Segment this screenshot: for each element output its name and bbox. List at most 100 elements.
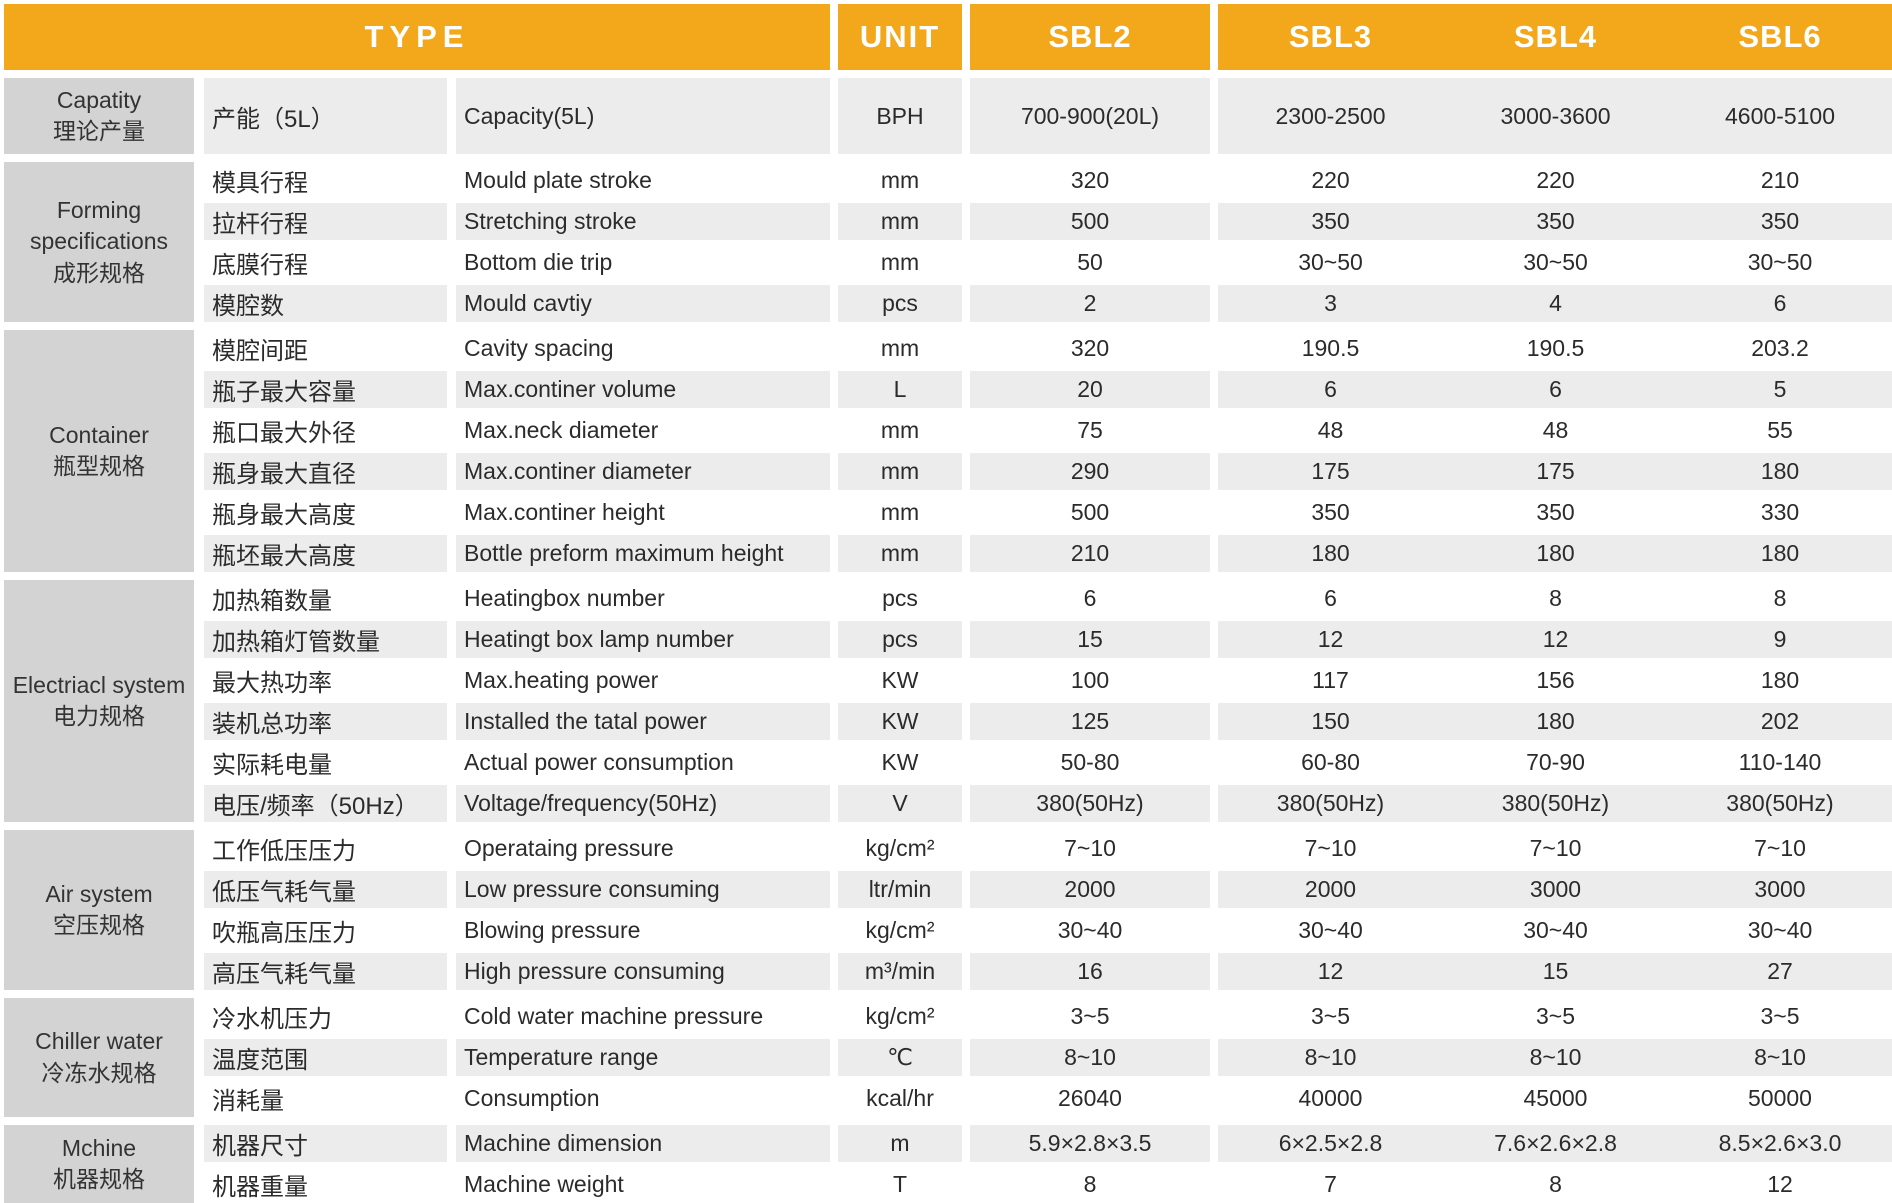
value-sbl3: 30~50 <box>1218 244 1443 281</box>
value-sbl6: 6 <box>1668 285 1892 322</box>
value-sbl4: 190.5 <box>1443 330 1668 367</box>
value-sbl3: 12 <box>1218 953 1443 990</box>
models-header-group: SBL3 SBL4 SBL6 <box>1218 4 1892 70</box>
value-sbl4: 45000 <box>1443 1080 1668 1117</box>
value-sbl2: 5.9×2.8×3.5 <box>970 1125 1218 1162</box>
value-sbl4: 8~10 <box>1443 1039 1668 1076</box>
spec-unit: mm <box>838 453 970 490</box>
spec-name-en: Heatingbox number <box>456 580 838 617</box>
type-header-label: TYPE <box>364 19 470 54</box>
value-sbl4: 156 <box>1443 662 1668 699</box>
model-header-sbl4: SBL4 <box>1443 4 1668 70</box>
value-sbl6: 5 <box>1668 371 1892 408</box>
value-sbl3: 150 <box>1218 703 1443 740</box>
category-label-en: Air system <box>45 880 153 907</box>
model-header-sbl3-label: SBL3 <box>1288 19 1373 54</box>
spec-name-cn: 加热箱数量 <box>204 580 456 617</box>
value-sbl2: 50-80 <box>970 744 1218 781</box>
spec-unit: V <box>838 785 970 822</box>
spec-name-cn: 温度范围 <box>204 1039 456 1076</box>
spec-name-en: Machine weight <box>456 1166 838 1203</box>
spec-name-en: Max.neck diameter <box>456 412 838 449</box>
spec-name-en: Stretching stroke <box>456 203 838 240</box>
spec-name-cn: 加热箱灯管数量 <box>204 621 456 658</box>
value-sbl6: 9 <box>1668 621 1892 658</box>
spec-unit: kg/cm² <box>838 830 970 867</box>
spec-name-cn: 模腔数 <box>204 285 456 322</box>
value-sbl4: 8 <box>1443 580 1668 617</box>
value-sbl2: 6 <box>970 580 1218 617</box>
spec-name-cn: 电压/频率（50Hz） <box>204 785 456 822</box>
spec-name-cn: 瓶口最大外径 <box>204 412 456 449</box>
value-sbl4: 7~10 <box>1443 830 1668 867</box>
spec-name-cn: 模腔间距 <box>204 330 456 367</box>
value-sbl2: 380(50Hz) <box>970 785 1218 822</box>
spec-name-cn: 瓶子最大容量 <box>204 371 456 408</box>
value-sbl6: 3~5 <box>1668 998 1892 1035</box>
category-label-en: Capatity <box>56 86 142 113</box>
category-label-cn: 冷冻水规格 <box>41 1059 157 1086</box>
spec-name-cn: 机器重量 <box>204 1166 456 1203</box>
category-label-en: Electriacl system <box>12 671 186 698</box>
spec-unit: L <box>838 371 970 408</box>
value-sbl2: 125 <box>970 703 1218 740</box>
value-sbl4: 180 <box>1443 535 1668 572</box>
value-sbl4: 3000-3600 <box>1443 78 1668 154</box>
spec-group-6: Mchine 机器规格 机器尺寸 Machine dimension m 5.9×2.8×… <box>4 1125 1892 1203</box>
spec-name-en: Bottom die trip <box>456 244 838 281</box>
category-label-cn: 空压规格 <box>53 912 145 938</box>
value-sbl6: 180 <box>1668 535 1892 572</box>
value-sbl3: 6 <box>1218 580 1443 617</box>
value-sbl6: 180 <box>1668 662 1892 699</box>
spec-group-2: Container 瓶型规格 模腔间距 Cavity spacing mm 320 190.… <box>4 330 1892 572</box>
spec-name-en: Consumption <box>456 1080 838 1117</box>
spec-name-en: Blowing pressure <box>456 912 838 949</box>
spec-unit: ℃ <box>838 1039 970 1076</box>
spec-name-cn: 产能（5L） <box>204 78 456 154</box>
value-sbl3: 180 <box>1218 535 1443 572</box>
category-label-en: Chiller water <box>35 1028 163 1055</box>
value-sbl3: 117 <box>1218 662 1443 699</box>
value-sbl6: 3000 <box>1668 871 1892 908</box>
spec-name-en: Max.heating power <box>456 662 838 699</box>
spec-name-en: Actual power consumption <box>456 744 838 781</box>
spec-unit: pcs <box>838 580 970 617</box>
value-sbl2: 75 <box>970 412 1218 449</box>
value-sbl3: 3 <box>1218 285 1443 322</box>
value-sbl2: 7~10 <box>970 830 1218 867</box>
value-sbl3: 2000 <box>1218 871 1443 908</box>
value-sbl3: 3~5 <box>1218 998 1443 1035</box>
spec-name-en: Mould plate stroke <box>456 162 838 199</box>
value-sbl6: 203.2 <box>1668 330 1892 367</box>
spec-name-cn: 最大热功率 <box>204 662 456 699</box>
spec-unit: BPH <box>838 78 970 154</box>
value-sbl2: 290 <box>970 453 1218 490</box>
spec-name-en: Installed the tatal power <box>456 703 838 740</box>
spec-unit: mm <box>838 494 970 531</box>
value-sbl3: 350 <box>1218 203 1443 240</box>
spec-unit: ltr/min <box>838 871 970 908</box>
value-sbl6: 180 <box>1668 453 1892 490</box>
spec-name-en: Cold water machine pressure <box>456 998 838 1035</box>
spec-group-1: Forming specifications 成形规格 模具行程 Mould plat… <box>4 162 1892 322</box>
model-header-sbl2: SBL2 <box>970 4 1218 70</box>
category-cell: Electriacl system 电力规格 <box>4 580 204 822</box>
spec-name-cn: 冷水机压力 <box>204 998 456 1035</box>
spec-group-5: Chiller water 冷冻水规格 冷水机压力 Cold water machin… <box>4 998 1892 1117</box>
value-sbl3: 12 <box>1218 621 1443 658</box>
value-sbl3: 350 <box>1218 494 1443 531</box>
spec-name-cn: 装机总功率 <box>204 703 456 740</box>
spec-name-cn: 高压气耗气量 <box>204 953 456 990</box>
value-sbl3: 6 <box>1218 371 1443 408</box>
spec-unit: KW <box>838 744 970 781</box>
category-cell: Chiller water 冷冻水规格 <box>4 998 204 1117</box>
value-sbl2: 100 <box>970 662 1218 699</box>
value-sbl6: 202 <box>1668 703 1892 740</box>
value-sbl3: 220 <box>1218 162 1443 199</box>
value-sbl4: 8 <box>1443 1166 1668 1203</box>
value-sbl6: 55 <box>1668 412 1892 449</box>
value-sbl6: 8 <box>1668 580 1892 617</box>
spec-name-en: Mould cavtiy <box>456 285 838 322</box>
spec-name-en: Cavity spacing <box>456 330 838 367</box>
value-sbl2: 8~10 <box>970 1039 1218 1076</box>
